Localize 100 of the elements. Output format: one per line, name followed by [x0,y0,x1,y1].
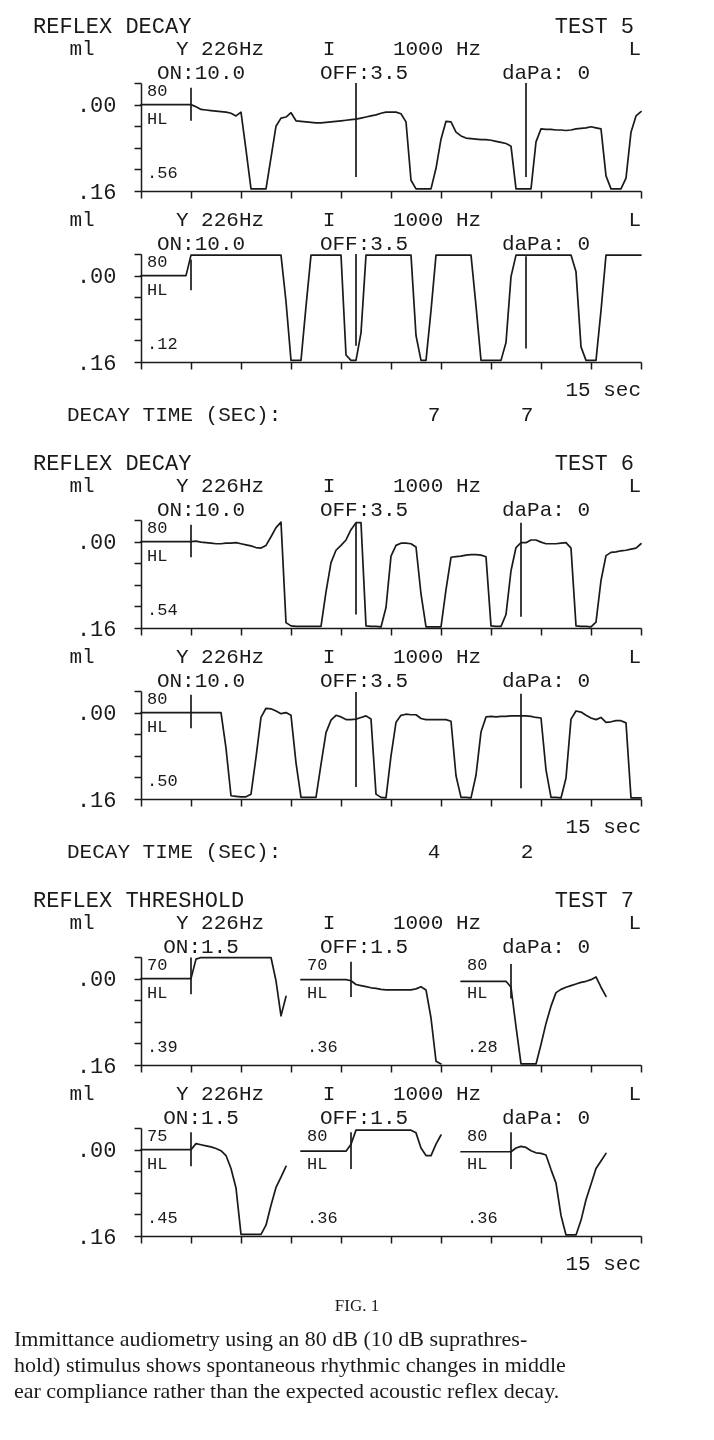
text: L [628,646,641,669]
text: I [322,912,336,935]
text: Y 226Hz [175,912,265,935]
y-tick-label: .16 [76,617,117,643]
y-axis-title: ml [69,38,95,61]
annotation: HL [147,281,168,300]
annotation: .50 [147,772,178,791]
text: Y 226Hz [175,646,265,669]
annotation: .12 [147,335,178,354]
text: L [628,38,641,61]
annotation: HL [147,718,168,737]
chart-title: REFLEX DECAY [33,15,192,40]
text: 1000 Hz [392,912,482,935]
y-axis-title: ml [69,912,95,935]
annotation: HL [467,1155,488,1174]
annotation: .28 [467,1038,498,1057]
annotation: .39 [147,1038,178,1057]
text: DECAY TIME (SEC): [67,841,282,864]
annotation: .36 [307,1038,338,1057]
annotation: HL [307,984,328,1003]
chart-subtitle: TEST 7 [554,889,634,914]
text: 1000 Hz [392,38,482,61]
annotation: HL [307,1155,328,1174]
text: 7 [427,404,441,427]
annotation: OFF:1.5 [319,1107,409,1130]
y-tick-label: .00 [76,1139,117,1165]
annotation: 70 [147,956,168,975]
text: hold) stimulus shows spontaneous rhythmic changes in middle [14,1352,566,1377]
chart-subtitle: TEST 5 [554,15,634,40]
annotation: .54 [147,601,178,620]
text: I [322,646,336,669]
text: 1000 Hz [392,475,482,498]
annotation: 80 [147,519,168,538]
annotation: HL [147,547,168,566]
y-tick-label: .00 [76,94,117,120]
annotation: 75 [147,1127,168,1146]
y-tick-label: .00 [76,968,117,994]
annotation: 80 [147,690,168,709]
annotation: OFF:3.5 [319,62,409,85]
text: Y 226Hz [175,475,265,498]
annotation: daPa: 0 [501,62,591,85]
text: I [322,209,336,232]
text: 1000 Hz [392,1083,482,1106]
text: L [628,475,641,498]
text: L [628,1083,641,1106]
annotation: ON:1.5 [163,936,239,959]
annotation: daPa: 0 [501,670,591,693]
annotation: daPa: 0 [501,936,591,959]
annotation: daPa: 0 [501,499,591,522]
chart-subtitle: TEST 6 [554,452,634,477]
annotation: OFF:3.5 [319,499,409,522]
annotation: 80 [307,1127,328,1146]
y-tick-label: .00 [76,531,117,557]
annotation: ON:10.0 [156,62,246,85]
text: DECAY TIME (SEC): [67,404,282,427]
annotation: HL [147,110,168,129]
y-tick-label: .00 [76,265,117,291]
y-axis-title: ml [69,475,95,498]
annotation: ON:10.0 [156,233,246,256]
text: 7 [520,404,534,427]
y-tick-label: .16 [76,180,117,206]
chart-title: REFLEX DECAY [33,452,192,477]
text: ear compliance rather than the expected acoustic reflex decay. [14,1378,560,1403]
annotation: .56 [147,164,178,183]
y-axis-title: ml [69,1083,95,1106]
text: 4 [427,841,441,864]
annotation: 80 [147,253,168,272]
y-tick-label: .16 [76,351,117,377]
text: 15 sec [565,379,641,402]
annotation: OFF:3.5 [319,670,409,693]
annotation: ON:10.0 [156,670,246,693]
annotation: 80 [467,956,488,975]
text: L [628,912,641,935]
y-tick-label: .16 [76,788,117,814]
text: 15 sec [565,816,641,839]
annotation: ON:1.5 [163,1107,239,1130]
annotation: OFF:3.5 [319,233,409,256]
annotation: HL [147,1155,168,1174]
text: Y 226Hz [175,38,265,61]
annotation: .36 [467,1209,498,1228]
annotation: HL [467,984,488,1003]
y-tick-label: .16 [76,1054,117,1080]
annotation: 80 [467,1127,488,1146]
annotation: 70 [307,956,328,975]
text: 2 [520,841,534,864]
chart-title: REFLEX THRESHOLD [33,889,245,914]
y-tick-label: .00 [76,702,117,728]
text: Y 226Hz [175,1083,265,1106]
annotation: .45 [147,1209,178,1228]
annotation: ON:10.0 [156,499,246,522]
text: Immittance audiometry using an 80 dB (10 dB suprathres- [14,1326,528,1351]
annotation: daPa: 0 [501,1107,591,1130]
y-axis-title: ml [69,646,95,669]
text: L [628,209,641,232]
text: I [322,1083,336,1106]
text: Y 226Hz [175,209,265,232]
text: 1000 Hz [392,646,482,669]
annotation: .36 [307,1209,338,1228]
text: FIG. 1 [334,1296,380,1315]
annotation: HL [147,984,168,1003]
